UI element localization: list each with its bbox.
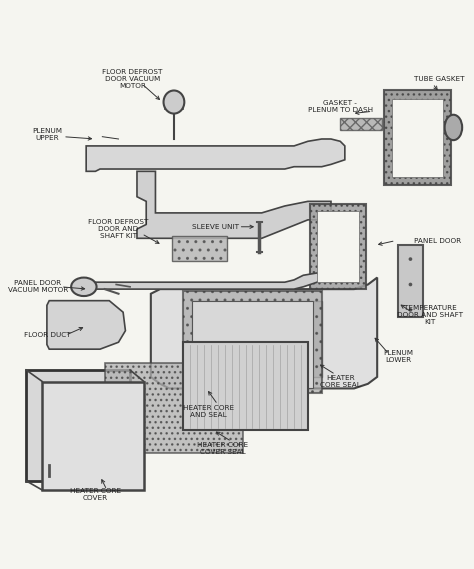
Text: FLOOR DUCT: FLOOR DUCT — [24, 332, 70, 339]
Bar — [392, 99, 443, 177]
Text: TEMPERATURE
DOOR AND SHAFT
KIT: TEMPERATURE DOOR AND SHAFT KIT — [397, 304, 463, 324]
Ellipse shape — [409, 308, 412, 312]
Bar — [42, 381, 144, 490]
Text: HEATER
CORE SEAL: HEATER CORE SEAL — [320, 375, 361, 388]
Ellipse shape — [71, 278, 97, 296]
Text: PANEL DOOR: PANEL DOOR — [414, 238, 461, 244]
Text: FLOOR DEFROST
DOOR VACUUM
MOTOR: FLOOR DEFROST DOOR VACUUM MOTOR — [102, 69, 163, 89]
Ellipse shape — [409, 257, 412, 261]
Bar — [183, 342, 308, 430]
Text: PLENUM
LOWER: PLENUM LOWER — [383, 349, 413, 362]
Text: SLEEVE UNIT: SLEEVE UNIT — [192, 224, 239, 230]
Polygon shape — [47, 300, 126, 349]
Bar — [340, 118, 382, 130]
Text: GASKET -
PLENUM TO DASH: GASKET - PLENUM TO DASH — [308, 100, 373, 113]
Ellipse shape — [409, 283, 412, 286]
Bar — [172, 236, 227, 261]
Polygon shape — [137, 171, 331, 238]
Text: FLOOR DEFROST
DOOR AND
SHAFT KIT: FLOOR DEFROST DOOR AND SHAFT KIT — [88, 219, 149, 239]
Text: TUBE GASKET: TUBE GASKET — [414, 76, 465, 82]
Bar — [384, 90, 451, 185]
Polygon shape — [151, 278, 377, 389]
Ellipse shape — [164, 90, 184, 114]
Text: HEATER CORE
COVER SEAL: HEATER CORE COVER SEAL — [197, 442, 248, 455]
Bar — [192, 300, 312, 389]
Text: PLENUM
UPPER: PLENUM UPPER — [32, 128, 62, 141]
Bar — [105, 363, 243, 453]
Bar — [26, 370, 130, 481]
Text: HEATER CORE
COVER: HEATER CORE COVER — [70, 488, 121, 501]
Text: PANEL DOOR
VACUUM MOTOR: PANEL DOOR VACUUM MOTOR — [8, 281, 68, 293]
Ellipse shape — [445, 115, 462, 140]
Bar — [183, 291, 322, 393]
Polygon shape — [86, 139, 345, 171]
Bar — [398, 245, 423, 317]
Bar — [192, 300, 322, 377]
Bar — [317, 211, 359, 282]
Polygon shape — [86, 273, 322, 289]
Text: HEATER CORE
AND SEAL: HEATER CORE AND SEAL — [183, 405, 234, 418]
Bar — [310, 204, 365, 289]
